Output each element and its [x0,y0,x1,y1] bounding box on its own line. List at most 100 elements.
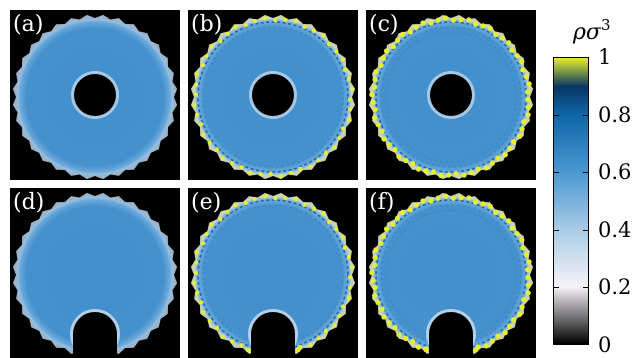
high-density-peak [514,53,520,59]
high-density-peak [420,20,426,26]
high-density-peak [204,232,209,236]
panel-label: (e) [191,190,221,215]
high-density-peak [312,28,316,33]
high-density-peak [225,31,230,36]
colorbar-tick-label: 0.8 [598,102,632,127]
colorbar-tick-label: 0 [598,333,612,357]
density-layer-ring [380,204,522,346]
high-density-peak [341,304,345,309]
high-density-peak [340,235,345,240]
high-density-peak [215,147,220,152]
high-density-peak [308,342,313,347]
high-density-peak [525,89,531,95]
high-density-peak [400,209,406,215]
high-density-peak [450,17,456,23]
colorbar-title: ρσ3 [573,16,611,45]
high-density-peak [517,311,523,317]
high-density-peak [466,195,472,201]
high-density-peak [230,161,234,166]
high-density-peak [502,152,508,158]
high-density-peak [435,195,441,201]
high-density-peak [507,145,513,151]
high-density-peak [372,84,378,90]
high-density-peak [370,277,376,283]
high-density-peak [407,207,413,213]
high-density-peak [394,37,401,43]
high-density-peak [323,150,328,155]
colorbar-tick-mark [554,172,559,174]
high-density-peak [194,82,198,87]
high-density-peak [458,195,464,201]
high-density-peak [195,290,200,295]
high-density-peak [521,296,527,303]
high-density-peak [372,107,378,113]
high-density-peak [506,40,512,46]
high-density-peak [420,198,426,204]
high-density-peak [201,310,206,315]
high-density-peak [283,18,288,22]
high-density-peak [346,117,351,122]
high-density-peak [194,270,199,275]
high-density-peak [378,240,384,247]
high-density-peak [201,241,205,246]
high-density-peak [239,165,244,169]
high-density-peak [209,222,214,227]
high-density-peak [519,59,525,65]
high-density-peak [510,139,517,145]
high-density-peak [499,213,505,219]
high-density-peak [472,21,479,27]
obstacle-gap [73,334,117,358]
high-density-peak [381,314,387,320]
high-density-peak [233,203,238,208]
high-density-peak [302,203,307,207]
density-panel: (c) [366,10,536,180]
droplet-disk [373,197,529,353]
high-density-peak [480,201,486,207]
high-density-peak [293,197,298,202]
high-density-peak [517,133,523,139]
high-density-peak [263,16,267,21]
high-density-peak [525,104,531,110]
high-density-peak [209,44,214,49]
high-density-peak [230,339,234,344]
high-density-peak [375,300,381,306]
high-density-peak [493,209,499,216]
high-density-peak [248,170,253,175]
high-density-peak [526,259,532,265]
high-density-peak [519,237,525,243]
high-density-peak [428,20,434,26]
high-density-peak [321,33,326,38]
high-density-peak [283,196,288,200]
high-density-peak [348,285,352,290]
high-density-peak [379,306,385,312]
high-density-peak [525,112,531,118]
high-density-peak [472,199,479,205]
high-density-peak [514,231,520,237]
high-density-peak [509,47,515,53]
high-density-peak [273,196,278,201]
high-density-peak [312,206,316,211]
high-density-peak [204,54,209,58]
high-density-peak [370,99,376,105]
high-density-peak [392,147,398,153]
droplet-disk [195,197,351,353]
high-density-peak [468,169,474,175]
high-density-peak [268,171,273,176]
high-density-peak [510,317,517,323]
high-density-peak [446,172,452,178]
high-density-peak [332,145,337,150]
high-density-peak [218,39,223,44]
high-density-peak [403,335,409,342]
high-density-peak [293,19,298,24]
high-density-peak [308,164,313,169]
high-density-peak [253,197,258,202]
density-layer-ring [202,26,344,168]
density-map: (b) [188,10,358,180]
high-density-peak [195,72,200,77]
colorbar-title-symbol: ρσ [573,20,601,45]
high-density-peak [487,25,493,31]
colorbar-tick-mark [583,229,588,231]
high-density-peak [346,77,351,82]
high-density-peak [523,74,529,80]
obstacle [252,74,294,116]
